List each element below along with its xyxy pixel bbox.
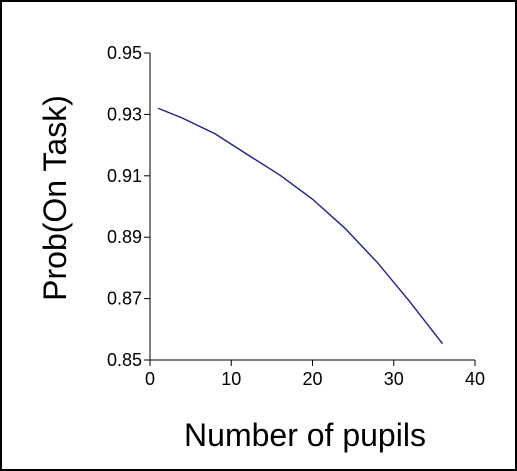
x-tick-label: 40 — [465, 369, 485, 389]
y-axis-ticks: 0.85 0.87 0.89 0.91 0.93 0.95 — [107, 43, 150, 370]
x-tick-label: 0 — [145, 369, 155, 389]
y-tick-label: 0.95 — [107, 43, 142, 63]
y-tick-label: 0.93 — [107, 104, 142, 124]
y-tick-label: 0.89 — [107, 227, 142, 247]
series-line — [157, 107, 444, 345]
x-tick-label: 10 — [221, 369, 241, 389]
y-tick-label: 0.91 — [107, 166, 142, 186]
series-layer — [157, 107, 444, 345]
y-tick-label: 0.85 — [107, 350, 142, 370]
y-axis-title: Prob(On Task) — [37, 95, 73, 301]
x-tick-label: 20 — [302, 369, 322, 389]
x-axis-title: Number of pupils — [184, 417, 426, 453]
x-tick-label: 30 — [384, 369, 404, 389]
x-axis-ticks: 0 10 20 30 40 — [145, 360, 485, 389]
y-tick-label: 0.87 — [107, 289, 142, 309]
